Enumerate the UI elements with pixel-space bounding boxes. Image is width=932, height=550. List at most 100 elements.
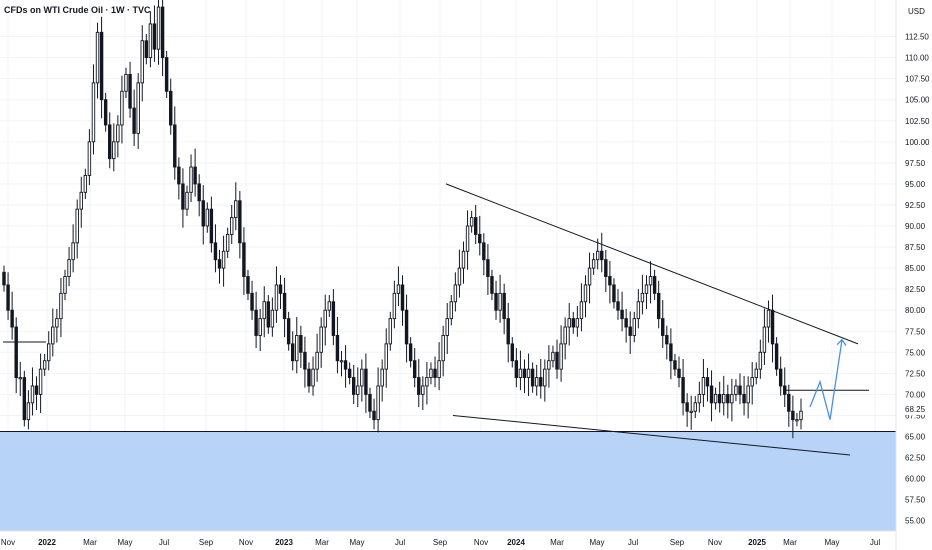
- candle: [400, 275, 405, 326]
- candle: [99, 16, 104, 119]
- candle-body-down: [14, 326, 18, 379]
- candle-body-up: [595, 250, 600, 261]
- candle: [258, 308, 262, 352]
- candle-body-down: [372, 410, 376, 421]
- candle-body-down: [417, 377, 421, 395]
- candle: [230, 204, 234, 245]
- candle: [388, 311, 393, 351]
- candle-body-down: [490, 276, 494, 294]
- candle: [734, 379, 738, 402]
- candle: [722, 375, 726, 416]
- candle-body-up: [498, 292, 502, 311]
- candle-body-up: [758, 351, 763, 370]
- candle-body-up: [51, 326, 55, 345]
- time-axis[interactable]: Nov 2022 Mar May Jul Sep Nov 2023 Mar May Jul Sep No…: [1, 538, 880, 547]
- candle-body-up: [116, 124, 120, 143]
- candle: [514, 348, 519, 388]
- candle-body-up: [360, 368, 364, 387]
- candle-body-down: [238, 200, 242, 244]
- candle: [640, 274, 645, 315]
- time-tick-label: Nov: [708, 538, 722, 547]
- candle: [644, 275, 649, 309]
- candle: [742, 375, 746, 416]
- time-tick-label: 2025: [748, 538, 766, 547]
- price-tick-label: 95.00: [905, 180, 926, 189]
- candle: [71, 224, 75, 273]
- price-tick-label: 97.50: [905, 159, 926, 168]
- candle: [290, 331, 295, 371]
- candle: [91, 64, 96, 155]
- candle: [274, 266, 279, 323]
- candle: [140, 25, 144, 102]
- candle-body-down: [624, 318, 628, 328]
- price-tick-label: 107.50: [905, 75, 930, 84]
- candle: [197, 174, 201, 217]
- candle-body-down: [665, 335, 669, 345]
- price-tick-label: 77.50: [905, 327, 926, 336]
- candle-body-down: [193, 166, 197, 185]
- candle-body-up: [30, 385, 35, 404]
- candle: [51, 308, 55, 357]
- candle: [278, 275, 283, 309]
- candle: [559, 325, 563, 382]
- candle: [339, 351, 344, 377]
- candle: [478, 215, 482, 256]
- candle-body-down: [774, 343, 779, 370]
- candle-body-up: [112, 141, 116, 160]
- currency-label: USD: [908, 7, 925, 16]
- candle-body-down: [742, 393, 746, 404]
- candle-body-up: [722, 393, 726, 404]
- candle-body-down: [738, 385, 742, 395]
- candle: [136, 73, 140, 149]
- candle-body-up: [189, 166, 193, 193]
- candle-body-down: [612, 284, 616, 303]
- candle-body-down: [482, 242, 486, 261]
- candle-body-down: [286, 318, 291, 345]
- candle: [132, 89, 136, 147]
- candle-body-up: [258, 318, 262, 336]
- candle-body-up: [632, 318, 636, 336]
- candle: [103, 92, 108, 132]
- candle-body-up: [563, 326, 567, 345]
- candle-body-down: [250, 292, 254, 311]
- price-tick-label: 67.50: [905, 411, 926, 420]
- candle-body-up: [384, 343, 388, 370]
- candle-body-down: [128, 73, 132, 109]
- candle-body-up: [795, 419, 799, 422]
- candle: [75, 199, 79, 259]
- time-tick-label: May: [117, 538, 132, 547]
- candle-body-down: [709, 385, 714, 404]
- candle: [648, 260, 653, 304]
- candle-body-down: [571, 318, 575, 328]
- candle: [608, 260, 612, 304]
- candle-body-up: [648, 276, 653, 286]
- candle: [254, 291, 258, 349]
- candle: [221, 235, 226, 287]
- candle-body-down: [132, 107, 136, 134]
- candle-body-down: [604, 259, 608, 277]
- candle: [709, 370, 714, 422]
- candle: [539, 359, 543, 399]
- price-tick-label: 100.00: [905, 138, 930, 147]
- candle: [14, 317, 18, 394]
- time-tick-label: Mar: [315, 538, 329, 547]
- candle-body-up: [91, 82, 96, 143]
- candle-body-up: [95, 31, 100, 84]
- candle: [595, 238, 600, 270]
- candle-body-down: [539, 377, 543, 387]
- candle: [262, 286, 266, 338]
- candle: [701, 359, 706, 408]
- candle: [652, 269, 657, 301]
- candle: [457, 249, 462, 298]
- price-tick-label: 105.00: [905, 96, 930, 105]
- candle: [762, 308, 767, 365]
- candle: [494, 280, 498, 320]
- candle-body-up: [295, 335, 299, 362]
- price-axis[interactable]: 55.00 57.50 60.00 62.50 65.00 67.50 70.00 72.50…: [897, 33, 931, 526]
- candles: [2, 0, 803, 439]
- price-tick-label: 57.50: [905, 496, 926, 505]
- candle: [234, 182, 238, 231]
- chart-title: CFDs on WTI Crude Oil · 1W · TVC: [4, 5, 151, 15]
- candle: [351, 364, 356, 405]
